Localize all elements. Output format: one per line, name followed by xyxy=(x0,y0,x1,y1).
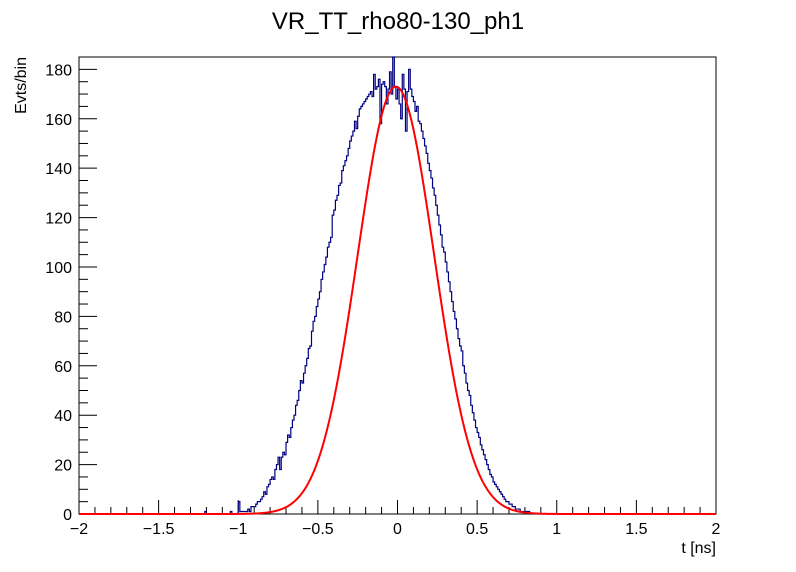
y-axis: 0 20 40 60 80 100 120 140 160 180 xyxy=(45,56,97,524)
histogram-series xyxy=(79,56,716,515)
plot-frame xyxy=(78,56,717,515)
y-tick-label: 140 xyxy=(45,161,72,178)
y-tick-label: 20 xyxy=(54,458,72,475)
x-tick-label: −1.5 xyxy=(143,521,175,538)
x-tick-label: −2 xyxy=(70,521,88,538)
x-axis-label: t [ns] xyxy=(681,540,716,557)
y-tick-label: 180 xyxy=(45,62,72,79)
y-tick-label: 160 xyxy=(45,112,72,129)
gaussian-fit-curve xyxy=(79,85,716,515)
y-tick-label: 0 xyxy=(63,507,72,524)
x-tick-label: −1 xyxy=(229,521,247,538)
x-tick-label: 1.5 xyxy=(625,521,647,538)
x-tick-label: 1 xyxy=(552,521,561,538)
x-tick-label: 0 xyxy=(393,521,402,538)
y-tick-label: 80 xyxy=(54,309,72,326)
chart-title: VR_TT_rho80-130_ph1 xyxy=(272,8,524,35)
x-tick-label: 0.5 xyxy=(466,521,488,538)
y-tick-label: 120 xyxy=(45,211,72,228)
y-tick-label: 60 xyxy=(54,359,72,376)
y-tick-label: 100 xyxy=(45,260,72,277)
x-axis: −2 −1.5 −1 −0.5 0 0.5 1 1.5 2 xyxy=(70,500,721,538)
y-axis-label: Evts/bin xyxy=(13,57,30,114)
x-tick-label: −0.5 xyxy=(302,521,334,538)
x-tick-label: 2 xyxy=(712,521,721,538)
y-tick-label: 40 xyxy=(54,408,72,425)
